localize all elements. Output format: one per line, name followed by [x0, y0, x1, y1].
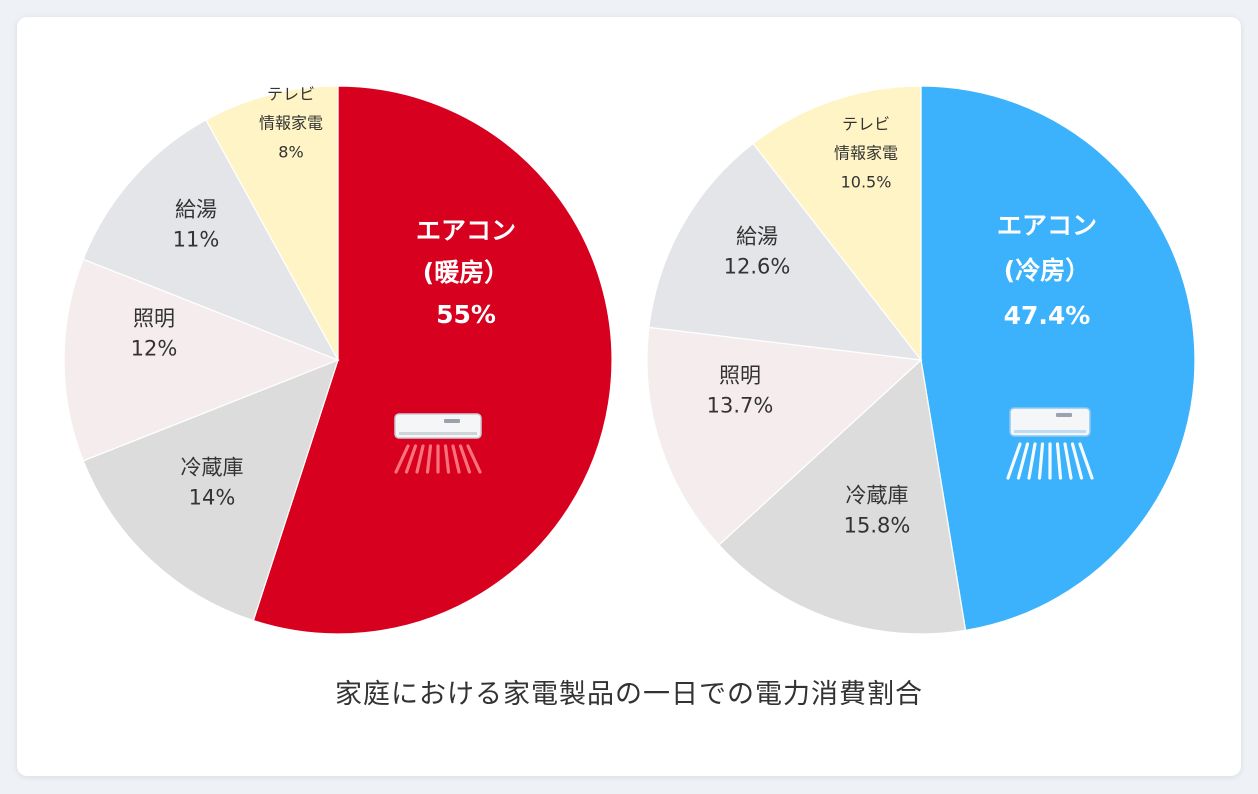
pie-slice-1 — [252, 85, 613, 635]
heater-ac-icon — [394, 413, 482, 474]
pie-slice-5 — [205, 85, 339, 361]
pie-slice-1 — [920, 85, 1196, 632]
chart-caption: 家庭における家電製品の一日での電力消費割合 — [335, 679, 923, 710]
slice-label-5: テレビ情報家電 10.5% — [834, 115, 898, 192]
pie-slice-3 — [63, 258, 340, 462]
cooler-ac-icon — [1006, 407, 1094, 480]
pie-slice-5 — [752, 85, 922, 362]
slice-label-4: 給湯 12.6% — [724, 224, 791, 278]
pie-slice-4 — [82, 119, 340, 362]
slice-label-4: 給湯 11% — [173, 197, 220, 251]
pie-slice-4 — [648, 142, 923, 361]
pie-slice-2 — [82, 358, 339, 622]
slice-label-3: 照明 12% — [131, 306, 178, 360]
pie-chart-cooling: エアコン(冷房） 47.4% 冷蔵庫 15.8% 照明 13.7% 給湯 12.6% テレビ情報… — [646, 85, 1196, 635]
pie-chart-heating: エアコン(暖房） 55% 冷蔵庫 14% 照明 12% 給湯 11% テレビ情報家電 8% — [63, 85, 613, 635]
slice-label-2: 冷蔵庫 15.8% — [844, 483, 911, 537]
slice-label-1: エアコン(冷房） 47.4% — [997, 211, 1097, 330]
pie-slice-3 — [646, 326, 923, 546]
slice-label-1: エアコン(暖房） 55% — [416, 216, 516, 329]
pie-slice-2 — [718, 358, 967, 635]
slice-label-5: テレビ情報家電 8% — [259, 85, 323, 162]
slice-label-2: 冷蔵庫 14% — [181, 455, 244, 509]
slice-label-3: 照明 13.7% — [707, 363, 774, 417]
